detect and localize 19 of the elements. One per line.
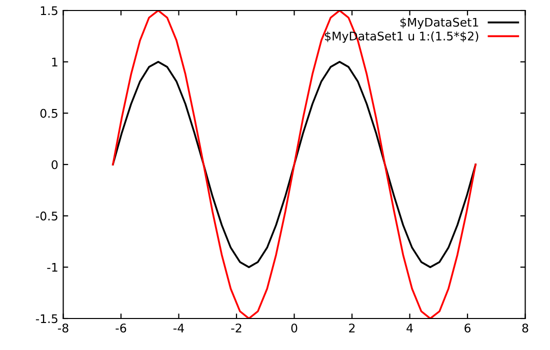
y-tick-label: -1.5 bbox=[36, 314, 58, 324]
y-tick-label: 0.5 bbox=[40, 108, 58, 118]
y-tick-label: -0.5 bbox=[36, 212, 58, 220]
y-tick-label: 0 bbox=[52, 160, 58, 170]
x-tick-label: 8 bbox=[522, 324, 528, 332]
x-tick-label: 4 bbox=[406, 324, 413, 332]
x-tick-label: -6 bbox=[116, 324, 126, 332]
y-tick-label: 1.5 bbox=[40, 6, 58, 16]
x-tick-label: 6 bbox=[464, 324, 471, 332]
legend-label: $MyDataSet1 bbox=[400, 18, 478, 30]
x-tick-label: 2 bbox=[349, 324, 355, 332]
x-tick-label: 0 bbox=[291, 324, 298, 332]
line-series bbox=[112, 60, 476, 268]
line-series bbox=[112, 10, 476, 318]
y-tick-label: -1 bbox=[47, 263, 58, 272]
x-tick-label: -8 bbox=[58, 324, 68, 332]
y-tick-label: 1 bbox=[52, 58, 58, 66]
x-tick-label: -4 bbox=[173, 324, 184, 332]
x-tick-label: -2 bbox=[231, 324, 242, 332]
